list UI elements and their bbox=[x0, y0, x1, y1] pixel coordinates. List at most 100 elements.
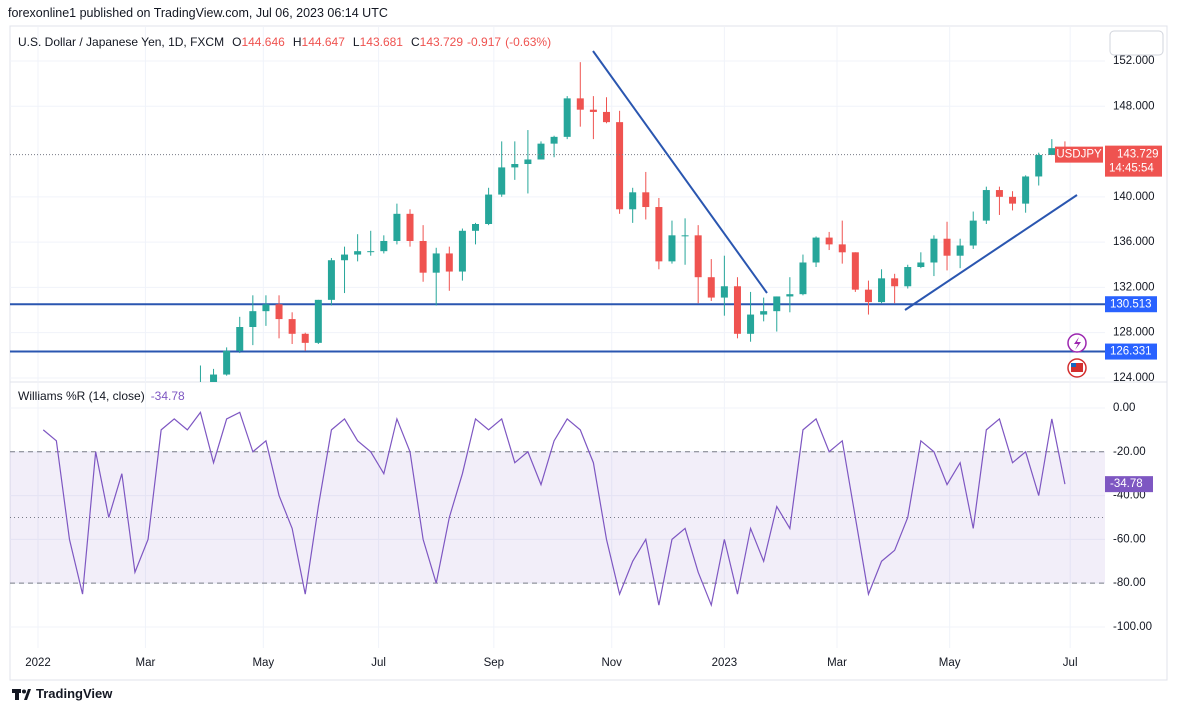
ohlc-item: H144.647 bbox=[293, 35, 345, 49]
y-tick-label: 124.000 bbox=[1113, 372, 1155, 384]
candle-body bbox=[812, 237, 820, 263]
candle-body bbox=[445, 253, 453, 272]
x-tick-label: 2022 bbox=[25, 657, 51, 669]
candle-body bbox=[288, 319, 296, 334]
candle-body bbox=[825, 237, 833, 245]
footer: TradingView bbox=[12, 686, 112, 701]
ohlc-label: O bbox=[232, 35, 242, 49]
candle-body bbox=[982, 190, 990, 221]
candle-body bbox=[498, 167, 506, 195]
candle-body bbox=[262, 304, 270, 312]
candle-body bbox=[864, 289, 872, 303]
trend-line bbox=[592, 50, 768, 294]
candle-body bbox=[838, 244, 846, 253]
symbol-title: U.S. Dollar / Japanese Yen, 1D, FXCM bbox=[18, 35, 225, 49]
flag-canton bbox=[1071, 363, 1076, 367]
candle-body bbox=[943, 238, 951, 256]
y-tick-label: -40.00 bbox=[1113, 490, 1146, 502]
candle-body bbox=[917, 262, 925, 268]
y-tick-label: -60.00 bbox=[1113, 533, 1146, 545]
y-tick-label: 140.000 bbox=[1113, 191, 1155, 203]
y-tick-label: 132.000 bbox=[1113, 281, 1155, 293]
candle-body bbox=[171, 432, 178, 454]
y-tick-label: -20.00 bbox=[1113, 446, 1146, 458]
indicator-legend: Williams %R (14, close) -34.78 bbox=[18, 389, 185, 403]
candle-body bbox=[197, 395, 204, 401]
indicator-title: Williams %R (14, close) bbox=[18, 389, 145, 403]
candle-body bbox=[786, 294, 794, 297]
candle-body bbox=[275, 304, 283, 320]
ohlc-label: C bbox=[410, 35, 420, 49]
candle-body bbox=[878, 278, 886, 303]
candle-body bbox=[354, 251, 362, 255]
indicator-value-box bbox=[1105, 476, 1153, 493]
candle-body bbox=[210, 374, 218, 382]
candle-body bbox=[301, 333, 309, 343]
candle-body bbox=[681, 235, 689, 237]
candle-body bbox=[432, 253, 440, 273]
y-tick-label: 136.000 bbox=[1113, 236, 1155, 248]
candle-body bbox=[524, 159, 532, 165]
tv-logo bbox=[12, 689, 31, 700]
candle-body bbox=[563, 98, 571, 137]
symbol-box bbox=[1055, 146, 1103, 163]
x-tick-label: 2023 bbox=[712, 657, 738, 669]
candle-body bbox=[1009, 196, 1017, 204]
x-tick-label: May bbox=[252, 657, 274, 669]
y-tick-label: 128.000 bbox=[1113, 327, 1155, 339]
candle-body bbox=[891, 278, 899, 287]
candle-body bbox=[589, 109, 597, 112]
last-price-label: 143.729 bbox=[1117, 149, 1159, 161]
price-label: 126.331 bbox=[1110, 346, 1152, 358]
published-line: forexonline1 published on TradingView.co… bbox=[8, 6, 388, 20]
brand: TradingView bbox=[36, 686, 113, 701]
change-pct: (-0.63%) bbox=[505, 35, 552, 49]
candle-body bbox=[668, 235, 676, 262]
candle-body bbox=[747, 314, 755, 334]
candle-body bbox=[642, 192, 650, 208]
toolbar-button[interactable] bbox=[1109, 30, 1164, 56]
ohlc-value: 144.646 bbox=[241, 35, 285, 49]
lightning-icon bbox=[1074, 337, 1081, 350]
candle-body bbox=[1048, 148, 1056, 155]
candle-body bbox=[956, 245, 964, 256]
candle-body bbox=[485, 194, 493, 225]
y-tick-label: 148.000 bbox=[1113, 100, 1155, 112]
candle-body bbox=[576, 98, 584, 110]
candle-body bbox=[1022, 176, 1030, 204]
trend-line bbox=[904, 194, 1078, 311]
williams-line bbox=[42, 410, 1066, 608]
y-tick-label: 0.00 bbox=[1113, 402, 1135, 414]
candle-body bbox=[419, 240, 427, 273]
candle-body bbox=[406, 213, 414, 241]
candle-body bbox=[707, 277, 715, 298]
x-tick-label: Mar bbox=[827, 657, 847, 669]
candle-body bbox=[367, 251, 375, 253]
candle-body bbox=[799, 262, 807, 295]
ohlc-item: O144.646 bbox=[232, 35, 285, 49]
candle-body bbox=[1035, 154, 1043, 177]
change: -0.917 bbox=[467, 35, 502, 49]
ohlc-item: C143.729 bbox=[411, 35, 463, 49]
candle-body bbox=[223, 350, 231, 375]
price-label-box bbox=[1105, 343, 1157, 360]
price-label: 130.513 bbox=[1110, 298, 1152, 310]
candle-body bbox=[930, 238, 938, 263]
candle-body bbox=[314, 299, 322, 343]
x-tick-label: Nov bbox=[601, 657, 622, 669]
price-label-box bbox=[1105, 296, 1157, 313]
frame bbox=[9, 25, 1168, 681]
candle-body bbox=[616, 122, 624, 210]
ohlc-value: 144.647 bbox=[301, 35, 345, 49]
candle-body bbox=[969, 220, 977, 246]
price-pane bbox=[10, 27, 1105, 454]
candle-body bbox=[773, 296, 781, 312]
flag-shape bbox=[1071, 363, 1083, 372]
y-tick-label: 152.000 bbox=[1113, 55, 1155, 67]
ohlc-label: L bbox=[352, 35, 360, 49]
candle-body bbox=[694, 235, 702, 278]
symbol-label: USDJPY bbox=[1056, 149, 1102, 161]
candle-body bbox=[380, 240, 388, 252]
